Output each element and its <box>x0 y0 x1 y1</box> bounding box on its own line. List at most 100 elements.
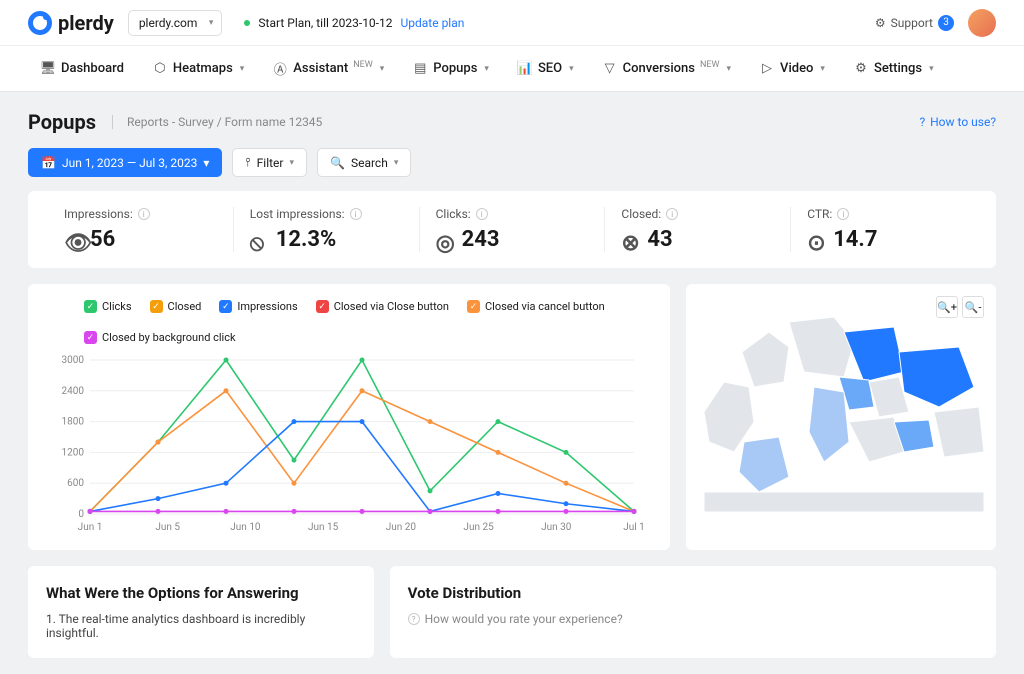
how-to-use-link[interactable]: ? How to use? <box>919 115 996 129</box>
vote-sub: ? How would you rate your experience? <box>408 612 978 626</box>
target-icon: ⊙ <box>807 231 825 249</box>
svg-text:Jun 25: Jun 25 <box>463 522 494 533</box>
nav-item-assistant[interactable]: ⒶAssistantNEW▾ <box>260 55 396 83</box>
legend-label: Closed via Close button <box>334 300 449 313</box>
legend-item[interactable]: ✓ Impressions <box>219 300 297 313</box>
legend-color-icon: ✓ <box>150 300 163 313</box>
nav-item-settings[interactable]: ⚙Settings▾ <box>841 55 946 83</box>
popup-icon: ▤ <box>412 61 428 77</box>
options-item: 1. The real-time analytics dashboard is … <box>46 612 356 640</box>
nav-item-dashboard[interactable]: 🖥Dashboard <box>28 55 136 83</box>
svg-text:600: 600 <box>67 478 84 489</box>
svg-text:Jun 5: Jun 5 <box>155 522 180 533</box>
search-button[interactable]: 🔍 Search ▾ <box>317 148 411 177</box>
info-icon: i <box>350 208 362 220</box>
svg-text:0: 0 <box>78 509 84 520</box>
metric-eye: Impressions:i 👁56 <box>48 207 234 252</box>
svg-text:1200: 1200 <box>62 447 85 458</box>
info-icon: i <box>138 208 150 220</box>
filter-icon: ⫯ <box>245 155 250 170</box>
line-chart: 0 600 1200 1800 2400 3000 Jun 1 Jun 5 Jun 10 Jun … <box>44 354 644 534</box>
support-badge: 3 <box>938 15 954 31</box>
vote-title: Vote Distribution <box>408 584 978 602</box>
legend-label: Closed <box>168 300 202 313</box>
metric-label: Impressions:i <box>64 207 217 221</box>
filter-label: Filter <box>257 156 284 170</box>
avatar[interactable] <box>968 9 996 37</box>
legend-label: Closed via cancel button <box>485 300 605 313</box>
metric-value: ⊗43 <box>621 227 774 252</box>
legend-item[interactable]: ✓ Closed by background click <box>84 331 236 344</box>
chevron-down-icon: ▾ <box>380 64 385 74</box>
zoom-in-button[interactable]: 🔍+ <box>936 296 958 318</box>
svg-text:Jun 10: Jun 10 <box>230 522 261 533</box>
map <box>694 292 988 512</box>
legend-color-icon: ✓ <box>219 300 232 313</box>
map-card: 🔍+ 🔍- <box>686 284 996 550</box>
chevron-down-icon: ▾ <box>203 156 209 170</box>
nav-item-video[interactable]: ▷Video▾ <box>747 55 837 83</box>
filter-button[interactable]: ⫯ Filter ▾ <box>232 148 307 177</box>
seo-icon: 📊 <box>517 61 533 77</box>
support-icon: ⚙ <box>875 16 886 30</box>
plan-text: Start Plan, till 2023-10-12 <box>258 16 392 30</box>
legend-item[interactable]: ✓ Closed <box>150 300 202 313</box>
legend-color-icon: ✓ <box>84 331 97 344</box>
nav-label: Assistant <box>293 61 348 76</box>
svg-text:2400: 2400 <box>62 386 85 397</box>
metric-label: Clicks:i <box>436 207 589 221</box>
zoom-out-button[interactable]: 🔍- <box>962 296 984 318</box>
gear-icon: ⚙ <box>853 61 869 77</box>
nav-item-seo[interactable]: 📊SEO▾ <box>505 55 586 83</box>
nav-label: Settings <box>874 61 922 76</box>
legend-color-icon: ✓ <box>84 300 97 313</box>
legend-item[interactable]: ✓Closed via Close button <box>316 300 449 313</box>
help-icon: ? <box>408 613 420 625</box>
legend-item[interactable]: ✓Clicks <box>84 300 132 313</box>
metrics-row: Impressions:i 👁56 Lost impressions:i ⦸12.3%… <box>28 191 996 268</box>
help-icon: ? <box>919 115 925 129</box>
nav-label: Dashboard <box>61 61 124 76</box>
filters-row: 📅 Jun 1, 2023 — Jul 3, 2023 ▾ ⫯ Filter ▾… <box>0 148 1024 191</box>
svg-text:Jun 15: Jun 15 <box>308 522 339 533</box>
svg-text:3000: 3000 <box>62 355 85 366</box>
svg-text:Jun 1: Jun 1 <box>78 522 103 533</box>
logo-icon <box>28 11 52 35</box>
metric-value: 👁56 <box>64 227 217 252</box>
update-plan-link[interactable]: Update plan <box>400 16 464 30</box>
metric-label: CTR:i <box>807 207 960 221</box>
nav-item-popups[interactable]: ▤Popups▾ <box>400 55 501 83</box>
status-dot-icon <box>244 20 250 26</box>
legend-item[interactable]: ✓Closed via cancel button <box>467 300 605 313</box>
support-link[interactable]: ⚙ Support 3 <box>875 15 954 31</box>
search-icon: 🔍 <box>330 156 345 170</box>
chevron-down-icon: ▾ <box>394 158 399 168</box>
eye-icon: 👁 <box>64 231 82 249</box>
metric-eye-off: Lost impressions:i ⦸12.3% <box>234 207 420 252</box>
metric-target: CTR:i⊙14.7 <box>791 207 976 252</box>
legend-label: Closed by background click <box>102 331 236 344</box>
eye-off-icon: ⦸ <box>250 231 268 249</box>
chevron-down-icon: ▾ <box>484 64 489 74</box>
svg-text:Jun 30: Jun 30 <box>541 522 572 533</box>
topbar: plerdy plerdy.com ▾ Start Plan, till 202… <box>0 0 1024 46</box>
metric-label: Lost impressions:i <box>250 207 403 221</box>
metric-value: ⦸12.3% <box>250 227 403 252</box>
logo[interactable]: plerdy <box>28 11 114 35</box>
chevron-down-icon: ▾ <box>209 18 214 28</box>
how-to-use-label: How to use? <box>930 115 996 129</box>
date-range-label: Jun 1, 2023 — Jul 3, 2023 <box>62 156 197 170</box>
breadcrumb: Reports - Survey / Form name 12345 <box>112 115 322 129</box>
nav-item-conversions[interactable]: ▽ConversionsNEW▾ <box>590 55 743 83</box>
metric-click: Clicks:i◎243 <box>420 207 606 252</box>
chevron-down-icon: ▾ <box>820 64 825 74</box>
legend-label: Impressions <box>237 300 297 313</box>
nav-label: Conversions <box>623 61 695 76</box>
nav-item-heatmaps[interactable]: ⬡Heatmaps▾ <box>140 55 256 83</box>
options-card: What Were the Options for Answering 1. T… <box>28 566 374 658</box>
date-range-button[interactable]: 📅 Jun 1, 2023 — Jul 3, 2023 ▾ <box>28 148 222 177</box>
domain-select[interactable]: plerdy.com ▾ <box>128 10 223 36</box>
new-badge: NEW <box>353 60 373 70</box>
svg-text:1800: 1800 <box>62 417 85 428</box>
main-nav: 🖥Dashboard⬡Heatmaps▾ⒶAssistantNEW▾▤Popup… <box>0 46 1024 92</box>
